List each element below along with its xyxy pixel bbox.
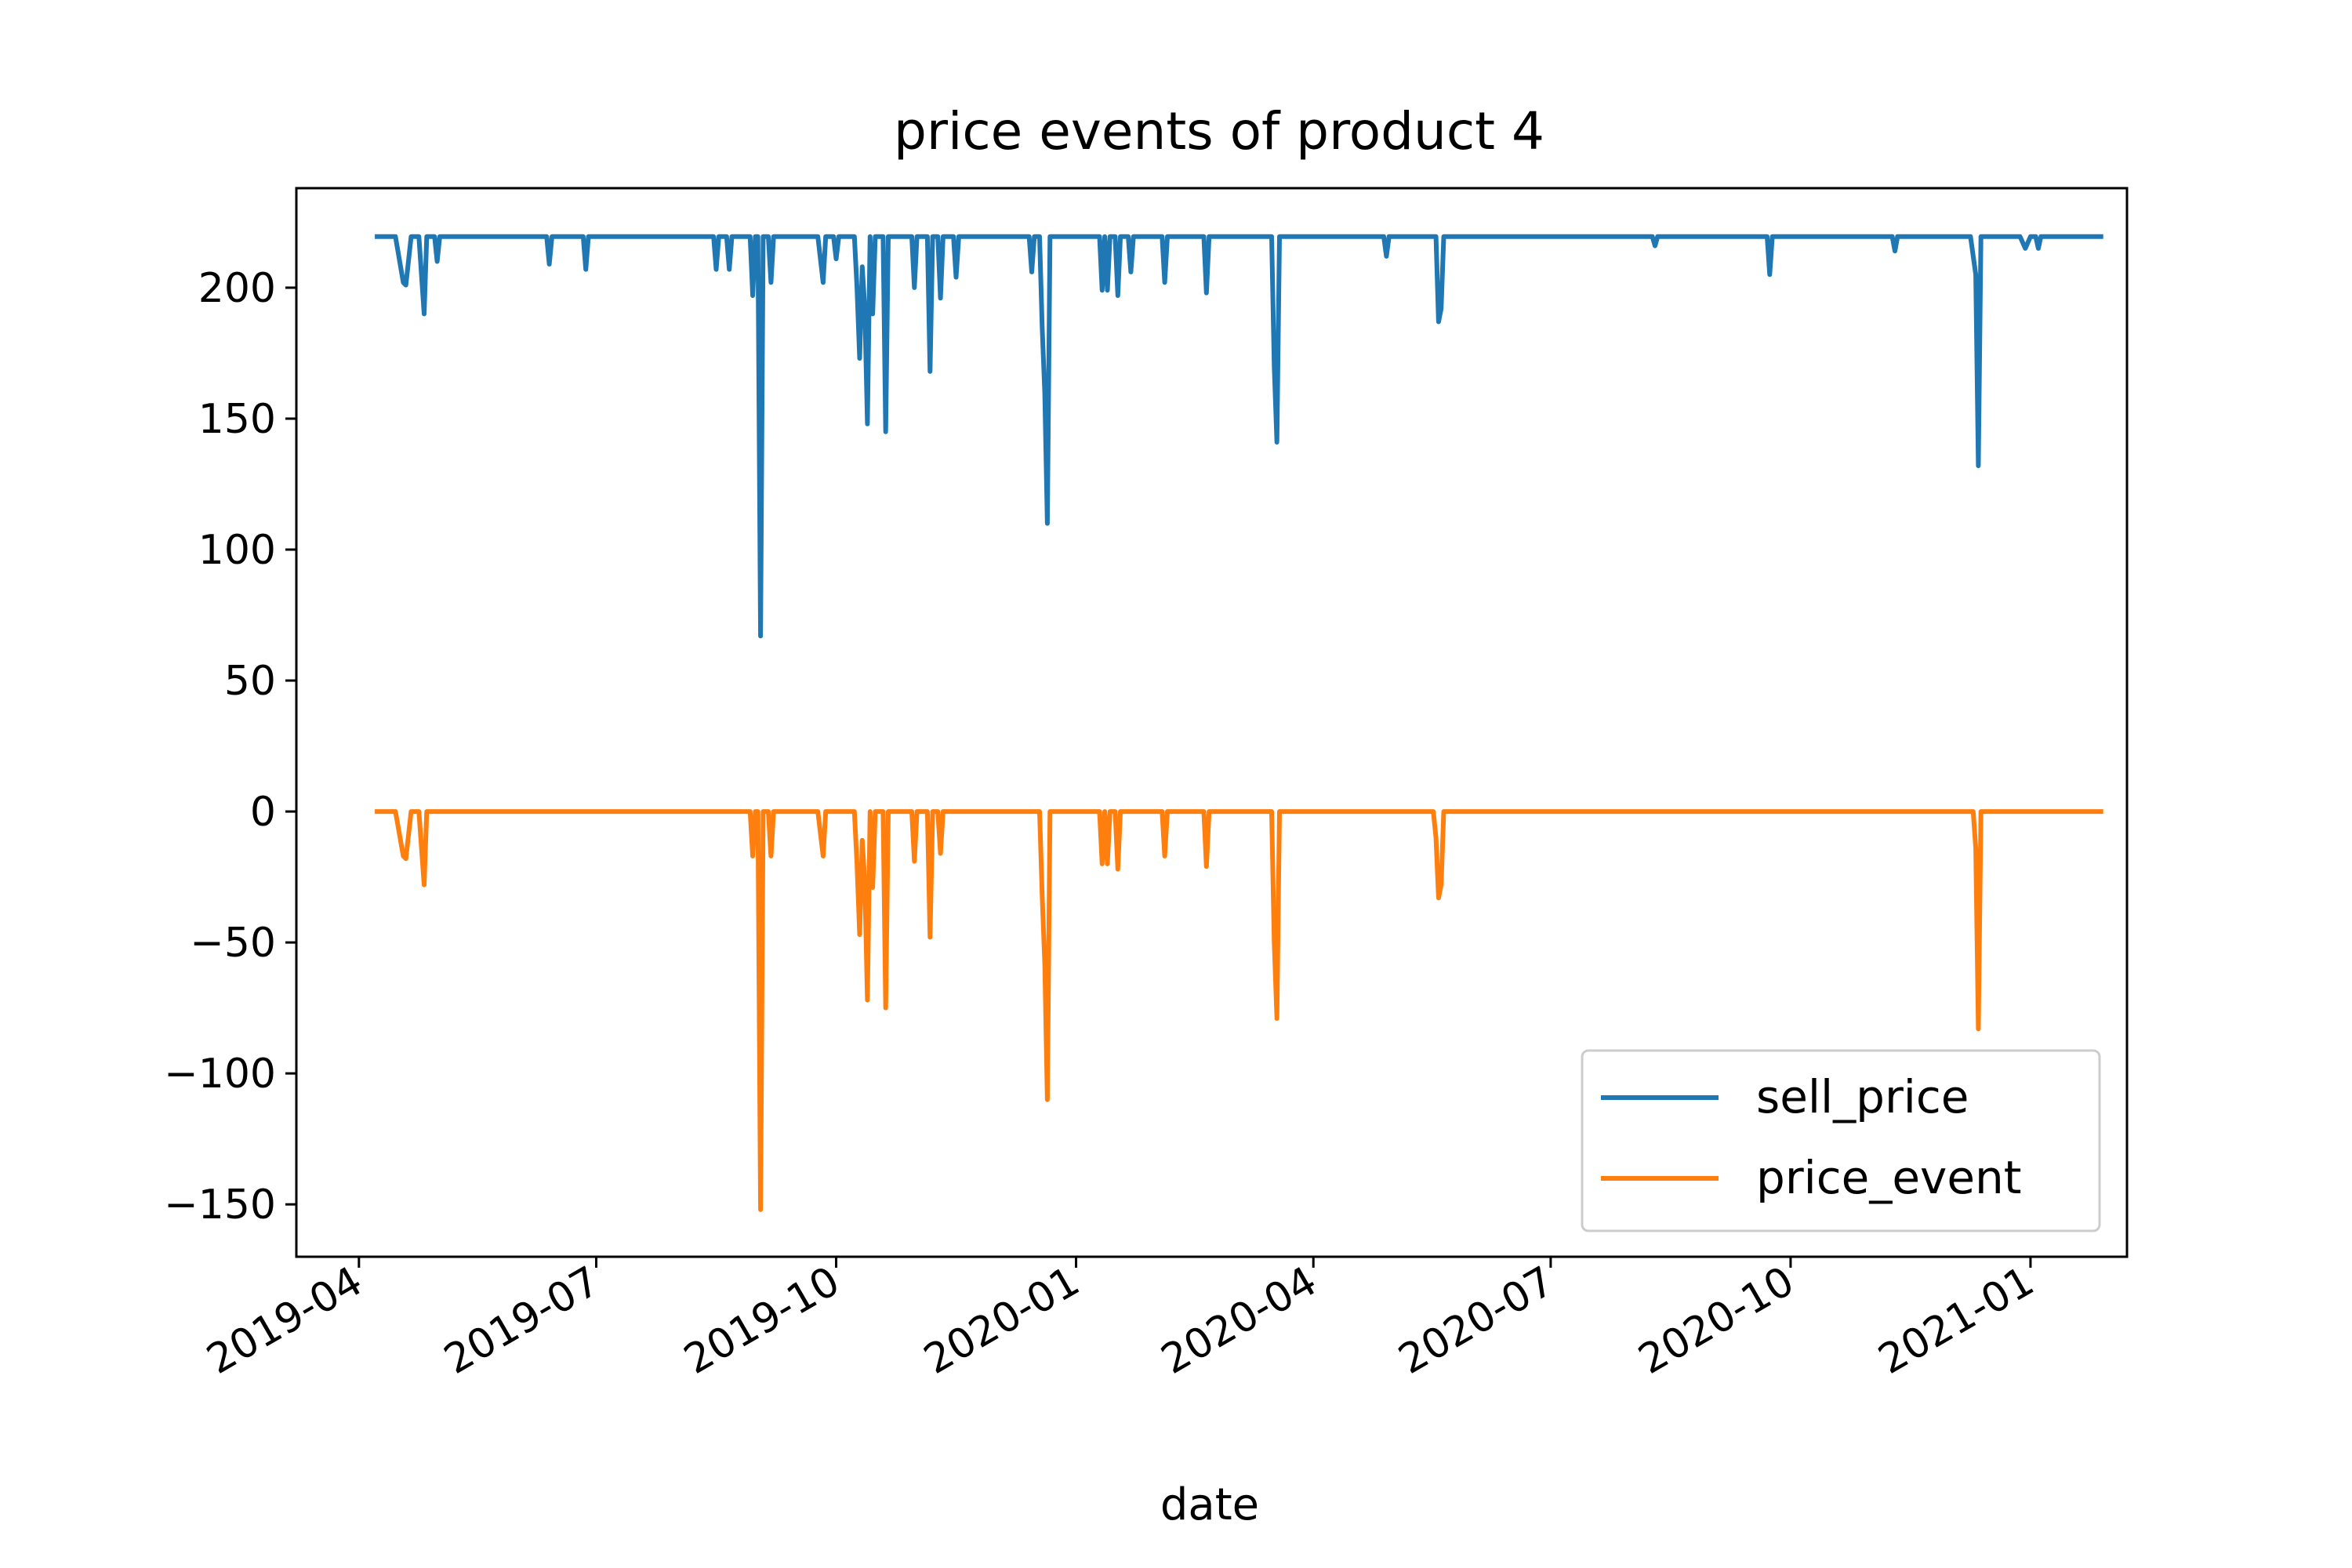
plot-frame: [295, 187, 2129, 1258]
y-tick-label: 200: [198, 265, 276, 312]
series-line-sell-price: [375, 234, 2103, 639]
legend-label-price-event: price_event: [1756, 1151, 2022, 1204]
y-tick-label: −150: [164, 1181, 276, 1229]
legend-label-sell-price: sell_price: [1756, 1070, 1969, 1123]
x-axis-label: date: [1160, 1479, 1259, 1530]
y-tick-label: −100: [164, 1051, 276, 1098]
y-axis: 200 150 100 50 0 −50 −100 −150: [164, 265, 296, 1229]
y-tick-label: 50: [224, 658, 276, 705]
y-tick-label: −50: [190, 920, 276, 967]
y-tick-label: 150: [198, 396, 276, 443]
y-tick-label: 0: [250, 789, 276, 836]
y-tick-label: 100: [198, 527, 276, 574]
series-line-price-event: [375, 809, 2103, 1212]
plot-lines: [375, 234, 2103, 1212]
legend: sell_price price_event: [1581, 1049, 2101, 1232]
chart-title: price events of product 4: [894, 101, 1544, 162]
